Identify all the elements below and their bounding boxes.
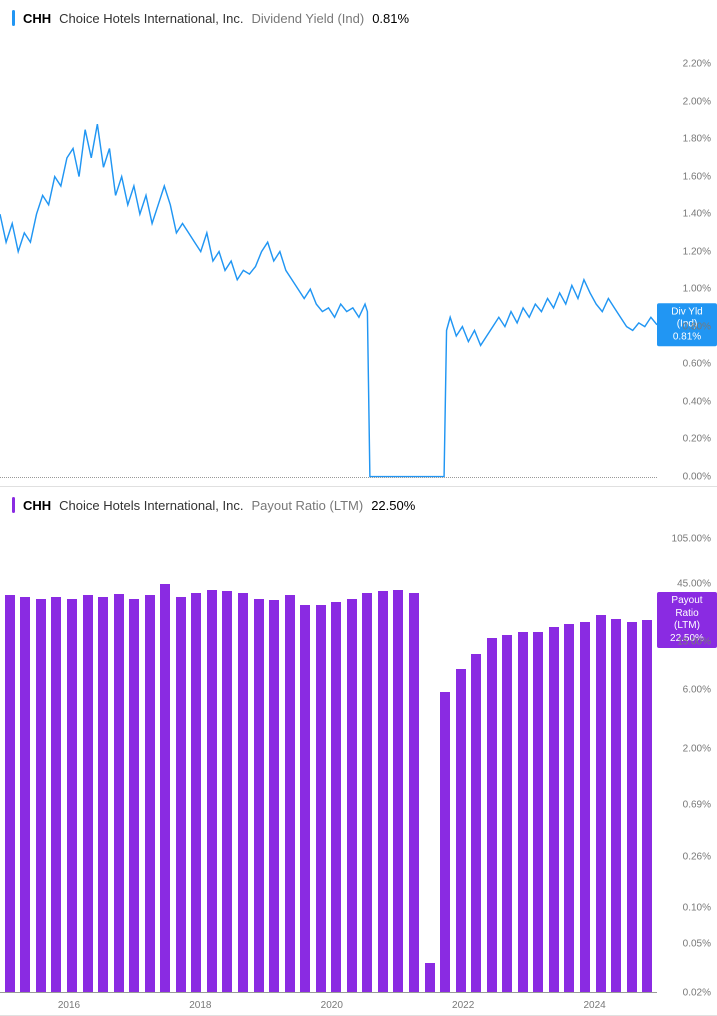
payout-bar (67, 599, 77, 993)
ytick: 2.00% (683, 743, 711, 754)
ytick: 0.80% (683, 321, 711, 332)
payout-bar (378, 591, 388, 993)
payout-bar (362, 593, 372, 993)
ytick: 0.60% (683, 359, 711, 370)
ytick: 2.20% (683, 59, 711, 70)
payout-bar (98, 597, 108, 993)
ytick: 45.00% (677, 578, 711, 589)
ytick: 105.00% (672, 533, 711, 544)
bottom-yaxis: Payout Ratio (LTM) 22.50% 0.02%0.05%0.10… (657, 523, 717, 993)
payout-bar (238, 593, 248, 993)
metric-value: 22.50% (371, 498, 415, 513)
payout-bar (440, 692, 450, 993)
ticker-accent-bar (12, 497, 15, 513)
payout-bar (83, 595, 93, 993)
ytick: 0.00% (683, 471, 711, 482)
badge-label: Payout Ratio (LTM) (663, 595, 711, 633)
xtick: 2020 (321, 1000, 343, 1011)
payout-bar (285, 595, 295, 993)
payout-bar (611, 619, 621, 993)
ytick: 2.00% (683, 96, 711, 107)
payout-bar (160, 584, 170, 993)
payout-bar (331, 602, 341, 993)
payout-bar (596, 615, 606, 993)
ticker-symbol: CHH (23, 11, 51, 26)
badge-value: 0.81% (663, 331, 711, 344)
metric-label: Payout Ratio (LTM) (251, 498, 363, 513)
ytick: 0.40% (683, 396, 711, 407)
ytick: 0.10% (683, 902, 711, 913)
payout-bar (487, 638, 497, 993)
bottom-header: CHH Choice Hotels International, Inc. Pa… (0, 487, 717, 523)
ytick: 6.00% (683, 685, 711, 696)
ytick: 1.40% (683, 209, 711, 220)
top-yaxis: Div Yld (Ind) 0.81% 0.00%0.20%0.40%0.60%… (657, 36, 717, 486)
payout-bar (347, 599, 357, 993)
payout-bar (51, 597, 61, 993)
payout-bar (425, 963, 435, 993)
payout-bar (145, 595, 155, 993)
ticker-symbol: CHH (23, 498, 51, 513)
payout-bar (627, 622, 637, 993)
payout-bar (36, 599, 46, 993)
line-plot (0, 36, 657, 486)
shared-xaxis: 2016 2018 2020 2022 2024 (0, 993, 657, 1015)
payout-bar (207, 590, 217, 993)
payout-bar (456, 669, 466, 993)
company-name: Choice Hotels International, Inc. (59, 11, 243, 26)
ytick: 1.80% (683, 134, 711, 145)
bottom-chart-area[interactable]: Payout Ratio (LTM) 22.50% 0.02%0.05%0.10… (0, 523, 717, 993)
payout-bar (564, 624, 574, 993)
payout-bar (502, 635, 512, 993)
top-header: CHH Choice Hotels International, Inc. Di… (0, 0, 717, 36)
bar-plot (0, 523, 657, 993)
xtick: 2024 (583, 1000, 605, 1011)
ytick: 1.20% (683, 246, 711, 257)
payout-bar (254, 599, 264, 993)
ytick: 1.60% (683, 171, 711, 182)
dividend-line (0, 124, 657, 477)
payout-bar (20, 597, 30, 993)
xtick: 2018 (189, 1000, 211, 1011)
payout-bar (191, 593, 201, 993)
payout-bar (642, 620, 652, 993)
xtick: 2022 (452, 1000, 474, 1011)
payout-bar (222, 591, 232, 993)
dividend-yield-panel: CHH Choice Hotels International, Inc. Di… (0, 0, 717, 487)
ytick: 0.20% (683, 434, 711, 445)
ytick: 0.02% (683, 987, 711, 998)
ytick: 1.00% (683, 284, 711, 295)
ytick: 0.69% (683, 800, 711, 811)
top-chart-area[interactable]: Div Yld (Ind) 0.81% 0.00%0.20%0.40%0.60%… (0, 36, 717, 486)
payout-bar (176, 597, 186, 993)
ticker-accent-bar (12, 10, 15, 26)
payout-bar (549, 627, 559, 993)
payout-bar (5, 595, 15, 993)
payout-bar (533, 632, 543, 993)
metric-value: 0.81% (372, 11, 409, 26)
ytick: 0.26% (683, 851, 711, 862)
payout-bar (129, 599, 139, 993)
line-svg (0, 36, 657, 486)
xtick: 2016 (58, 1000, 80, 1011)
ytick: 0.05% (683, 939, 711, 950)
payout-bar (393, 590, 403, 993)
payout-bar (580, 622, 590, 993)
ytick: 15.00% (677, 636, 711, 647)
payout-bar (316, 605, 326, 993)
payout-bar (269, 600, 279, 993)
bars-container (0, 523, 657, 993)
payout-bar (409, 593, 419, 993)
company-name: Choice Hotels International, Inc. (59, 498, 243, 513)
metric-label: Dividend Yield (Ind) (251, 11, 364, 26)
payout-bar (518, 632, 528, 993)
payout-ratio-panel: CHH Choice Hotels International, Inc. Pa… (0, 487, 717, 1016)
payout-bar (471, 654, 481, 993)
payout-bar (114, 594, 124, 993)
zero-line (0, 477, 657, 478)
payout-bar (300, 605, 310, 993)
